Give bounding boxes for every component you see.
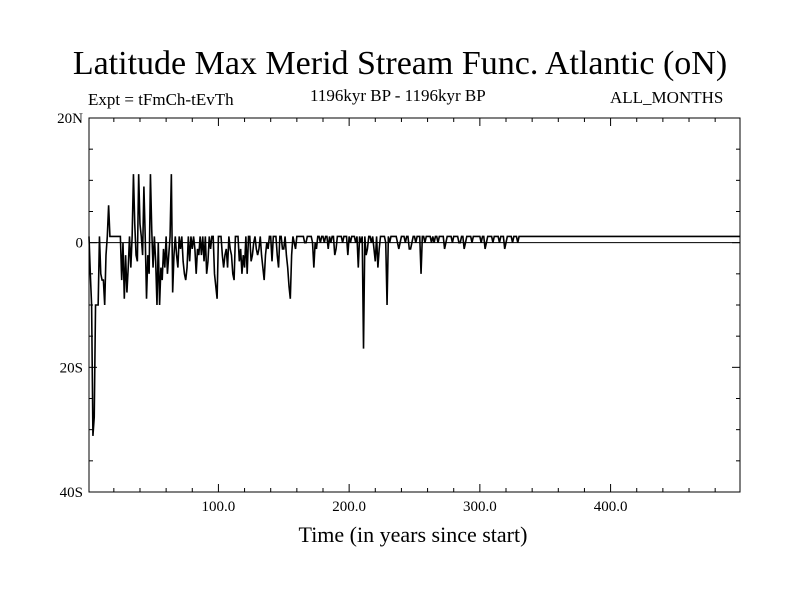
y-tick-label: 20N (57, 111, 83, 127)
x-tick-label: 400.0 (594, 499, 628, 515)
x-tick-label: 200.0 (332, 499, 366, 515)
y-tick-label: 40S (60, 485, 83, 501)
y-tick-label: 20S (60, 360, 83, 376)
period-label: 1196kyr BP - 1196kyr BP (310, 86, 486, 105)
axis-ticks (89, 118, 740, 492)
series-line-tFmCh-tEvTh (88, 174, 740, 436)
months-label: ALL_MONTHS (610, 88, 724, 107)
x-tick-label: 100.0 (202, 499, 236, 515)
y-tick-label: 0 (76, 236, 84, 252)
x-axis-label: Time (in years since start) (298, 522, 528, 547)
plot-frame (88, 117, 741, 493)
chart-title: Latitude Max Merid Stream Func. Atlantic… (72, 45, 728, 82)
experiment-label: Expt = tFmCh-tEvTh (88, 90, 234, 109)
tick-labels: 100.0 200.0 300.0 400.0 20N 0 20S 40S (57, 111, 627, 515)
x-tick-label: 300.0 (463, 499, 497, 515)
